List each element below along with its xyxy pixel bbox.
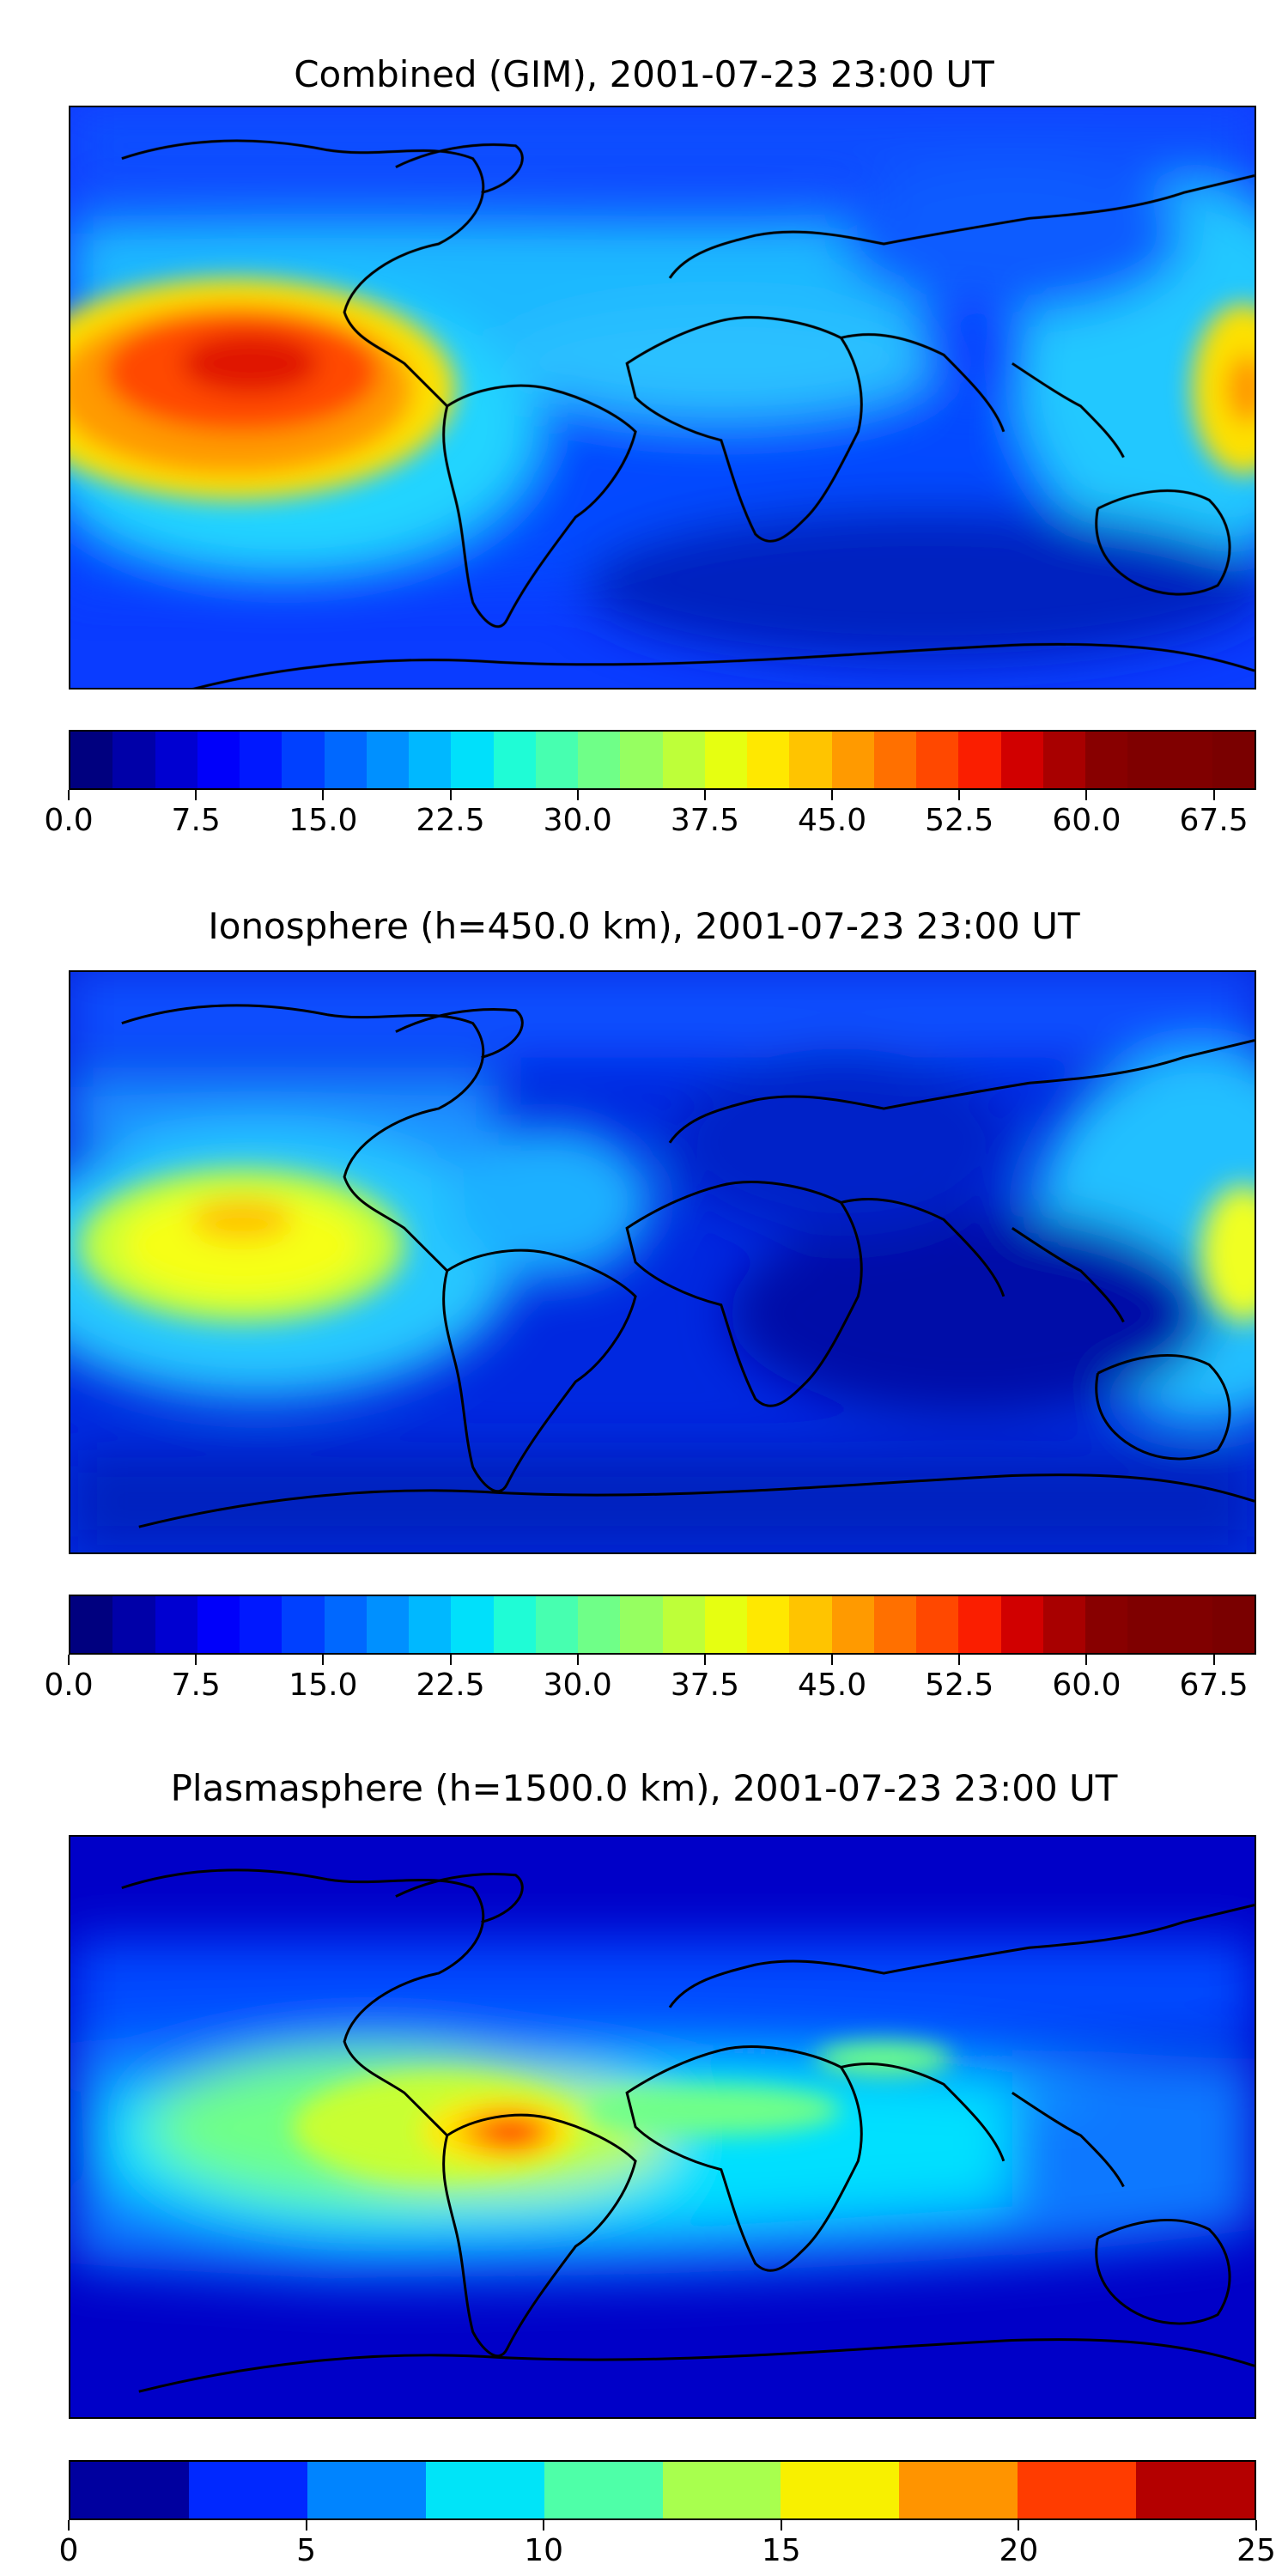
panel-1-colorbar: [69, 730, 1256, 790]
colorbar-tick: [322, 1655, 325, 1665]
colorbar-tick: [1085, 790, 1088, 800]
colorbar-tick-label: 15.0: [289, 1668, 358, 1703]
panel-1-map: [69, 106, 1256, 690]
panel-3-colorbar-ticks: 0 5 10 15 20 25: [59, 2520, 1276, 2568]
colorbar-tick-label: 60.0: [1052, 1668, 1121, 1703]
colorbar-tick-label: 0.0: [44, 1668, 94, 1703]
colorbar-tick-label: 45.0: [797, 803, 867, 838]
panel-3-colorbar: [69, 2460, 1256, 2520]
colorbar-tick: [305, 2520, 307, 2530]
colorbar-tick-label: 30.0: [543, 803, 612, 838]
colorbar-tick: [831, 790, 834, 800]
colorbar-tick-label: 7.5: [171, 1668, 221, 1703]
panel-3-map: [69, 1835, 1256, 2419]
colorbar-tick: [543, 2520, 545, 2530]
colorbar-tick: [449, 790, 452, 800]
colorbar-tick-label: 52.5: [925, 1668, 994, 1703]
colorbar-tick-label: 25: [1236, 2533, 1276, 2568]
colorbar-tick: [576, 1655, 579, 1665]
colorbar-tick: [780, 2520, 782, 2530]
panel-3-title: Plasmasphere (h=1500.0 km), 2001-07-23 2…: [170, 1767, 1118, 1809]
panel-1-colorbar-ticks: 0.0 7.5 15.0 22.5 30.0 37.5 45.0 52.5 60.0 67.5: [44, 790, 1256, 838]
colorbar-tick: [1212, 790, 1215, 800]
panel-1-title: Combined (GIM), 2001-07-23 23:00 UT: [294, 53, 994, 95]
colorbar-tick-label: 67.5: [1179, 803, 1249, 838]
colorbar-tick-label: 60.0: [1052, 803, 1121, 838]
colorbar-tick: [576, 790, 579, 800]
colorbar-tick-label: 22.5: [416, 803, 485, 838]
colorbar-tick-label: 37.5: [670, 1668, 739, 1703]
colorbar-tick: [68, 2520, 70, 2530]
colorbar-tick: [1255, 2520, 1257, 2530]
colorbar-tick-label: 37.5: [670, 803, 739, 838]
colorbar-tick: [449, 1655, 452, 1665]
colorbar-tick: [831, 1655, 834, 1665]
colorbar-tick-label: 7.5: [171, 803, 221, 838]
colorbar-tick: [1085, 1655, 1088, 1665]
colorbar-tick-label: 10: [524, 2533, 564, 2568]
colorbar-tick-label: 67.5: [1179, 1668, 1249, 1703]
panel-2-map: [69, 970, 1256, 1554]
colorbar-tick: [68, 1655, 70, 1665]
colorbar-tick-label: 15: [761, 2533, 801, 2568]
colorbar-tick-label: 0: [58, 2533, 79, 2568]
colorbar-tick-label: 5: [296, 2533, 317, 2568]
panel-2-title: Ionosphere (h=450.0 km), 2001-07-23 23:0…: [208, 905, 1080, 947]
colorbar-tick: [1212, 1655, 1215, 1665]
colorbar-tick: [703, 1655, 706, 1665]
colorbar-tick: [1018, 2520, 1020, 2530]
colorbar-tick-label: 20: [999, 2533, 1039, 2568]
colorbar-tick-label: 45.0: [797, 1668, 867, 1703]
colorbar-tick-label: 0.0: [44, 803, 94, 838]
colorbar-tick: [958, 790, 961, 800]
colorbar-tick-label: 52.5: [925, 803, 994, 838]
colorbar-tick: [195, 790, 197, 800]
panel-2-colorbar-ticks: 0.0 7.5 15.0 22.5 30.0 37.5 45.0 52.5 60.0 67.5: [44, 1655, 1256, 1703]
colorbar-tick: [958, 1655, 961, 1665]
colorbar-tick-label: 30.0: [543, 1668, 612, 1703]
colorbar-tick: [322, 790, 325, 800]
panel-2-colorbar: [69, 1595, 1256, 1655]
colorbar-tick-label: 15.0: [289, 803, 358, 838]
colorbar-tick: [68, 790, 70, 800]
colorbar-tick: [195, 1655, 197, 1665]
colorbar-tick-label: 22.5: [416, 1668, 485, 1703]
colorbar-tick: [703, 790, 706, 800]
